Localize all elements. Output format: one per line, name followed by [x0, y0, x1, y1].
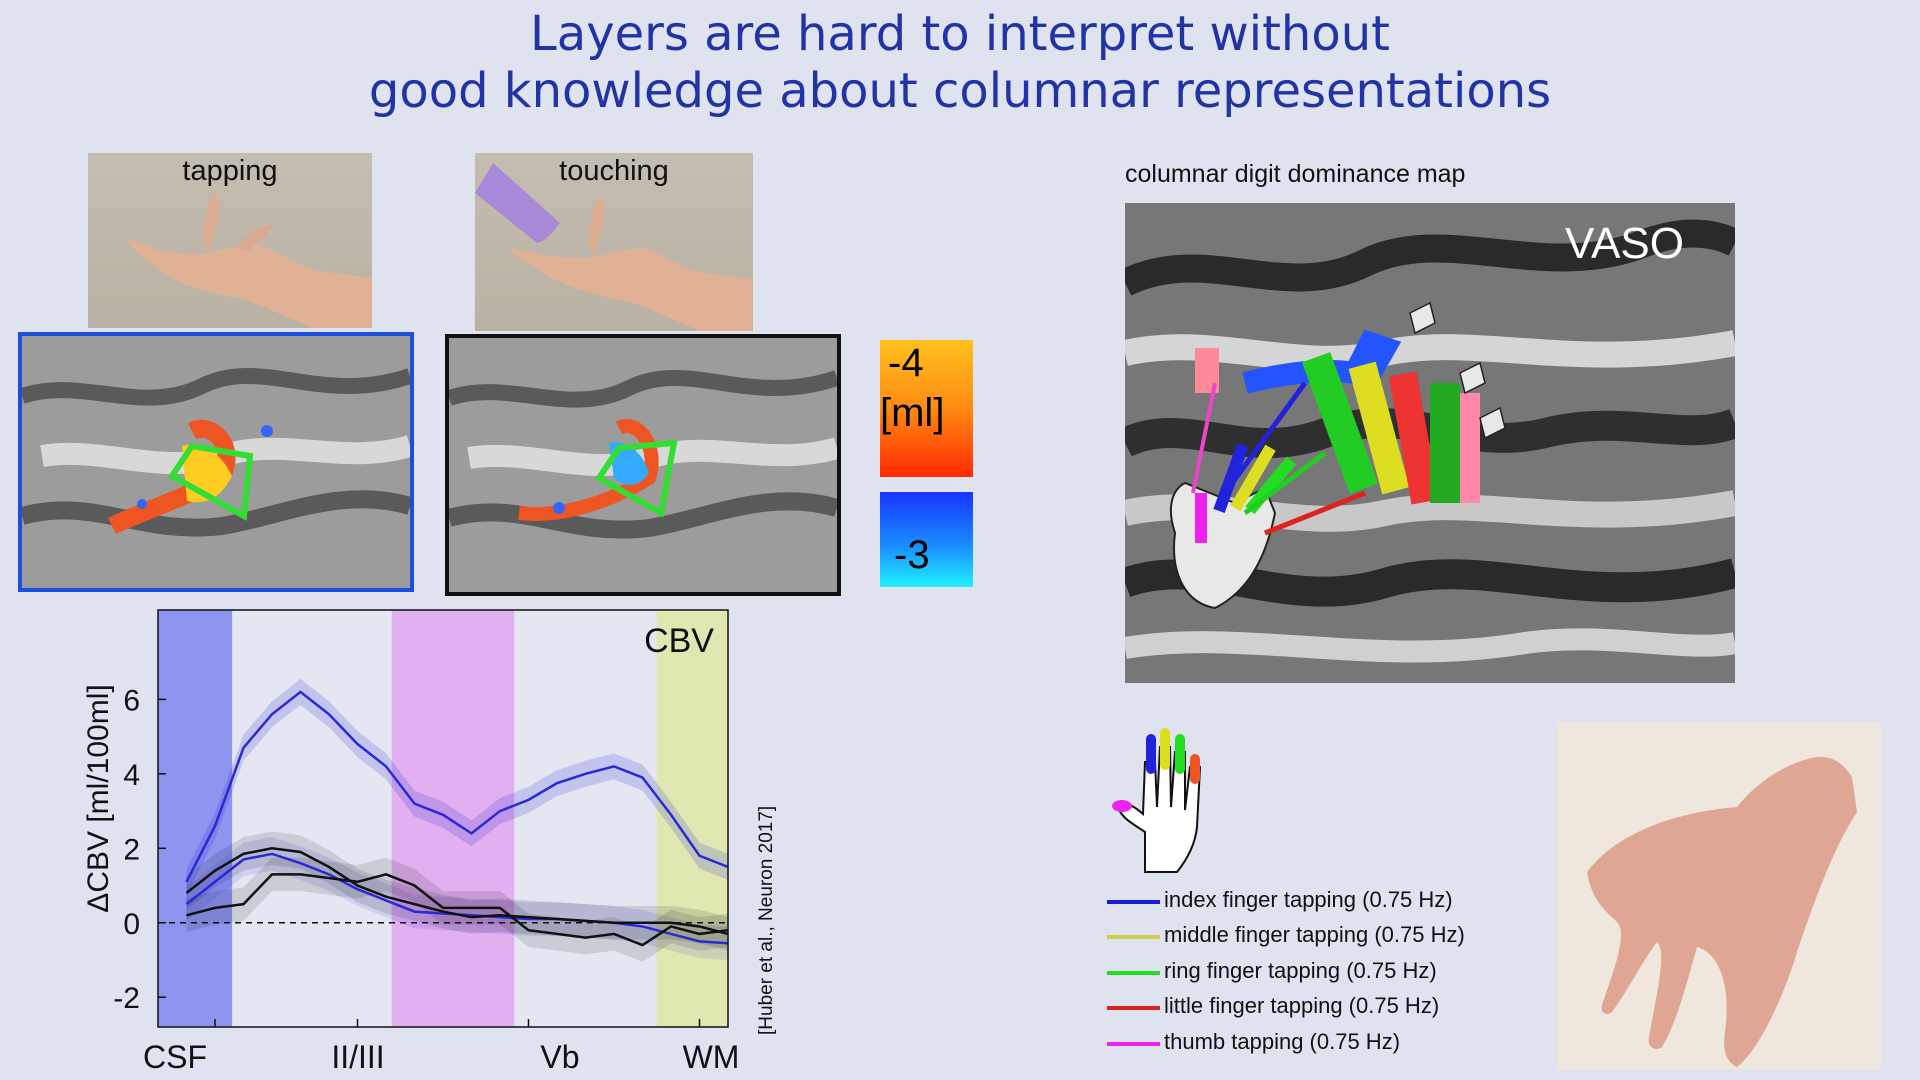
x-tick-label: Vb: [540, 1039, 579, 1075]
legend-label: middle finger tapping (0.75 Hz): [1164, 922, 1465, 947]
legend-label: index finger tapping (0.75 Hz): [1164, 887, 1453, 912]
legend-swatch: [1107, 971, 1160, 975]
colorbar-bottom-value: -3: [894, 533, 930, 577]
x-tick-label: II/III: [331, 1039, 384, 1075]
plot-frame: [157, 609, 729, 1028]
hand-legend-icon: [1112, 728, 1202, 873]
citation: [Huber et al., Neuron 2017]: [756, 805, 777, 1035]
y-axis-label: ΔCBV [ml/100ml]: [82, 684, 115, 912]
legend-swatch: [1107, 1006, 1160, 1010]
layer-band: [656, 610, 728, 1027]
legend-label: thumb tapping (0.75 Hz): [1164, 1029, 1401, 1054]
slide-title: Layers are hard to interpret without goo…: [0, 6, 1920, 120]
brain-activation-touching: [445, 334, 841, 596]
series-line: [186, 873, 729, 947]
legend-swatch: [1107, 900, 1160, 904]
series-line: [185, 847, 729, 936]
series-line: [185, 690, 729, 883]
legend-swatch: [1107, 935, 1160, 939]
y-tick-label: 6: [123, 684, 140, 717]
colorbar-top-value: -4: [888, 341, 924, 385]
y-tick-label: 2: [123, 833, 140, 866]
tapping-label: tapping: [182, 155, 278, 187]
y-tick-label: -2: [113, 982, 140, 1015]
colorbar-unit: [ml]: [880, 391, 945, 435]
legend-swatch: [1107, 1042, 1160, 1046]
touching-label: touching: [559, 155, 669, 187]
x-tick-label: WM: [683, 1039, 740, 1075]
hand-touching-image: [475, 163, 753, 331]
x-tick-label: CSF: [143, 1039, 207, 1075]
hand-tapping-image: [128, 193, 372, 328]
touching-photo: touching: [475, 153, 753, 331]
y-tick-label: 4: [123, 759, 140, 792]
cbv-profile-chart: -2 0 2 4 6 CSF II/III Vb WM CBV ΔCBV [ml/100ml]: [82, 609, 740, 1075]
tapping-photo: tapping: [88, 153, 372, 328]
legend-label: ring finger tapping (0.75 Hz): [1164, 958, 1437, 983]
colorbar-cool: [880, 492, 973, 587]
chart-title: CBV: [644, 622, 714, 660]
series-error-band: [186, 837, 728, 960]
layer-band: [158, 610, 233, 1027]
vaso-label: VASO: [1565, 219, 1685, 268]
colorbar-warm: [880, 340, 973, 477]
y-tick-label: 0: [123, 908, 140, 941]
digit-dominance-map: VASO: [1125, 203, 1735, 683]
legend-label: little finger tapping (0.75 Hz): [1164, 993, 1440, 1018]
map-title: columnar digit dominance map: [1125, 160, 1466, 188]
hand-photo: [1557, 722, 1881, 1070]
title-line-2: good knowledge about columnar representa…: [368, 63, 1552, 119]
layer-band: [391, 610, 515, 1027]
brain-activation-tapping: [18, 332, 414, 592]
colorbar: -4 [ml] -3: [880, 340, 973, 587]
title-line-1: Layers are hard to interpret without: [530, 6, 1390, 62]
